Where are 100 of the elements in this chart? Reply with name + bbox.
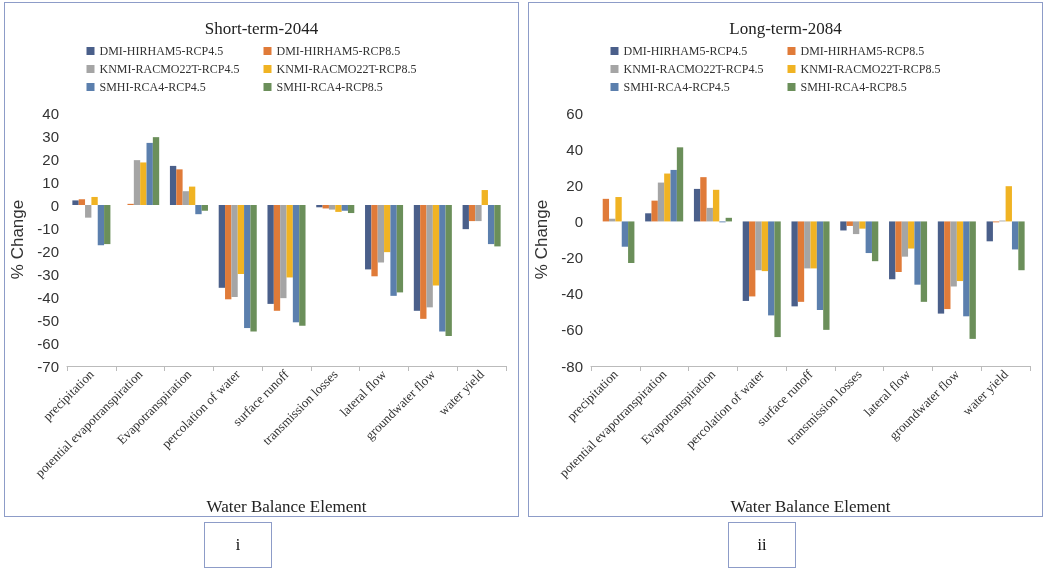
bar: [468, 205, 476, 222]
legend-label: SMHI-RCA4-RCP4.5: [99, 80, 206, 94]
bar: [72, 200, 79, 205]
bar: [859, 221, 866, 229]
bar: [341, 205, 348, 211]
bar: [146, 142, 153, 205]
bar: [840, 221, 847, 231]
bar: [615, 197, 622, 222]
bar: [749, 221, 756, 297]
text: i: [204, 522, 272, 568]
bar: [445, 205, 452, 337]
chart-title: Short-term-2044: [204, 19, 319, 38]
y-tick-label: 0: [574, 212, 583, 230]
bar: [335, 205, 342, 212]
bar: [195, 205, 202, 215]
bar: [316, 205, 323, 208]
bar: [384, 205, 391, 253]
y-tick-label: -20: [37, 242, 59, 260]
bar: [956, 221, 964, 282]
bar: [1018, 221, 1025, 271]
x-axis-title: Water Balance Element: [206, 497, 367, 516]
bar: [920, 221, 928, 302]
y-tick-label: -40: [37, 288, 59, 306]
bar: [413, 205, 421, 311]
bar: [481, 190, 488, 205]
bar: [628, 221, 635, 263]
bar: [273, 205, 281, 311]
bar: [494, 205, 501, 247]
bar: [804, 221, 811, 269]
y-axis-title: % Change: [8, 199, 28, 280]
bar: [97, 205, 105, 246]
bar: [969, 221, 976, 339]
y-tick-label: -80: [561, 357, 583, 375]
bar: [712, 189, 720, 222]
bar: [937, 221, 945, 314]
bar: [774, 221, 781, 338]
legend-label: DMI-HIRHAM5-RCP8.5: [276, 44, 401, 58]
bar: [742, 221, 750, 301]
bar: [700, 177, 707, 222]
bar: [846, 221, 853, 226]
legend-label: SMHI-RCA4-RCP8.5: [276, 80, 383, 94]
legend-label: KNMI-RACMO22T-RCP4.5: [623, 62, 764, 76]
bar: [865, 221, 872, 254]
bar: [816, 221, 824, 310]
legend-label: DMI-HIRHAM5-RCP4.5: [623, 44, 748, 58]
bar: [188, 186, 196, 205]
y-tick-label: -10: [37, 219, 59, 237]
bar: [657, 182, 665, 222]
bar: [670, 169, 677, 222]
bar: [871, 221, 879, 262]
bar: [651, 200, 658, 222]
bar: [908, 221, 915, 249]
y-tick-label: -40: [561, 285, 583, 303]
legend-label: DMI-HIRHAM5-RCP8.5: [800, 44, 925, 58]
bar: [914, 221, 921, 285]
bar: [292, 205, 300, 323]
bar: [140, 162, 147, 205]
bar: [280, 205, 287, 299]
bar: [104, 205, 111, 245]
chart-title: Long-term-2084: [729, 19, 843, 38]
bar: [791, 221, 798, 307]
legend-label: KNMI-RACMO22T-RCP4.5: [99, 62, 240, 76]
text: ii: [728, 522, 796, 568]
bar: [797, 221, 805, 302]
bar: [218, 205, 226, 288]
bar: [810, 221, 817, 269]
y-tick-label: 60: [566, 104, 583, 122]
bar: [377, 205, 385, 263]
bar: [432, 205, 440, 286]
bar: [176, 169, 183, 205]
bar: [439, 205, 446, 332]
bar: [944, 221, 951, 310]
x-axis-title: Water Balance Element: [730, 497, 891, 516]
bar: [755, 221, 762, 271]
bar: [299, 205, 306, 326]
bar: [901, 221, 909, 257]
y-tick-label: -60: [37, 334, 59, 352]
bar: [986, 221, 993, 242]
bar: [676, 147, 684, 222]
y-tick-label: 30: [42, 127, 59, 145]
bar: [78, 199, 86, 205]
bar: [169, 165, 177, 205]
y-tick-label: -70: [37, 357, 59, 375]
bar: [286, 205, 293, 278]
bar: [182, 191, 189, 205]
bar: [823, 221, 830, 330]
bar: [462, 205, 469, 230]
y-tick-label: -30: [37, 265, 59, 283]
legend-label: SMHI-RCA4-RCP8.5: [800, 80, 907, 94]
bar: [201, 205, 208, 211]
bar: [225, 205, 232, 300]
bar: [602, 198, 610, 222]
bar: [950, 221, 957, 287]
legend-label: KNMI-RACMO22T-RCP8.5: [276, 62, 417, 76]
bar: [328, 205, 336, 210]
y-tick-label: -20: [561, 249, 583, 267]
bar: [768, 221, 775, 316]
bar: [761, 221, 769, 272]
bar: [85, 205, 92, 218]
bar: [231, 205, 238, 297]
